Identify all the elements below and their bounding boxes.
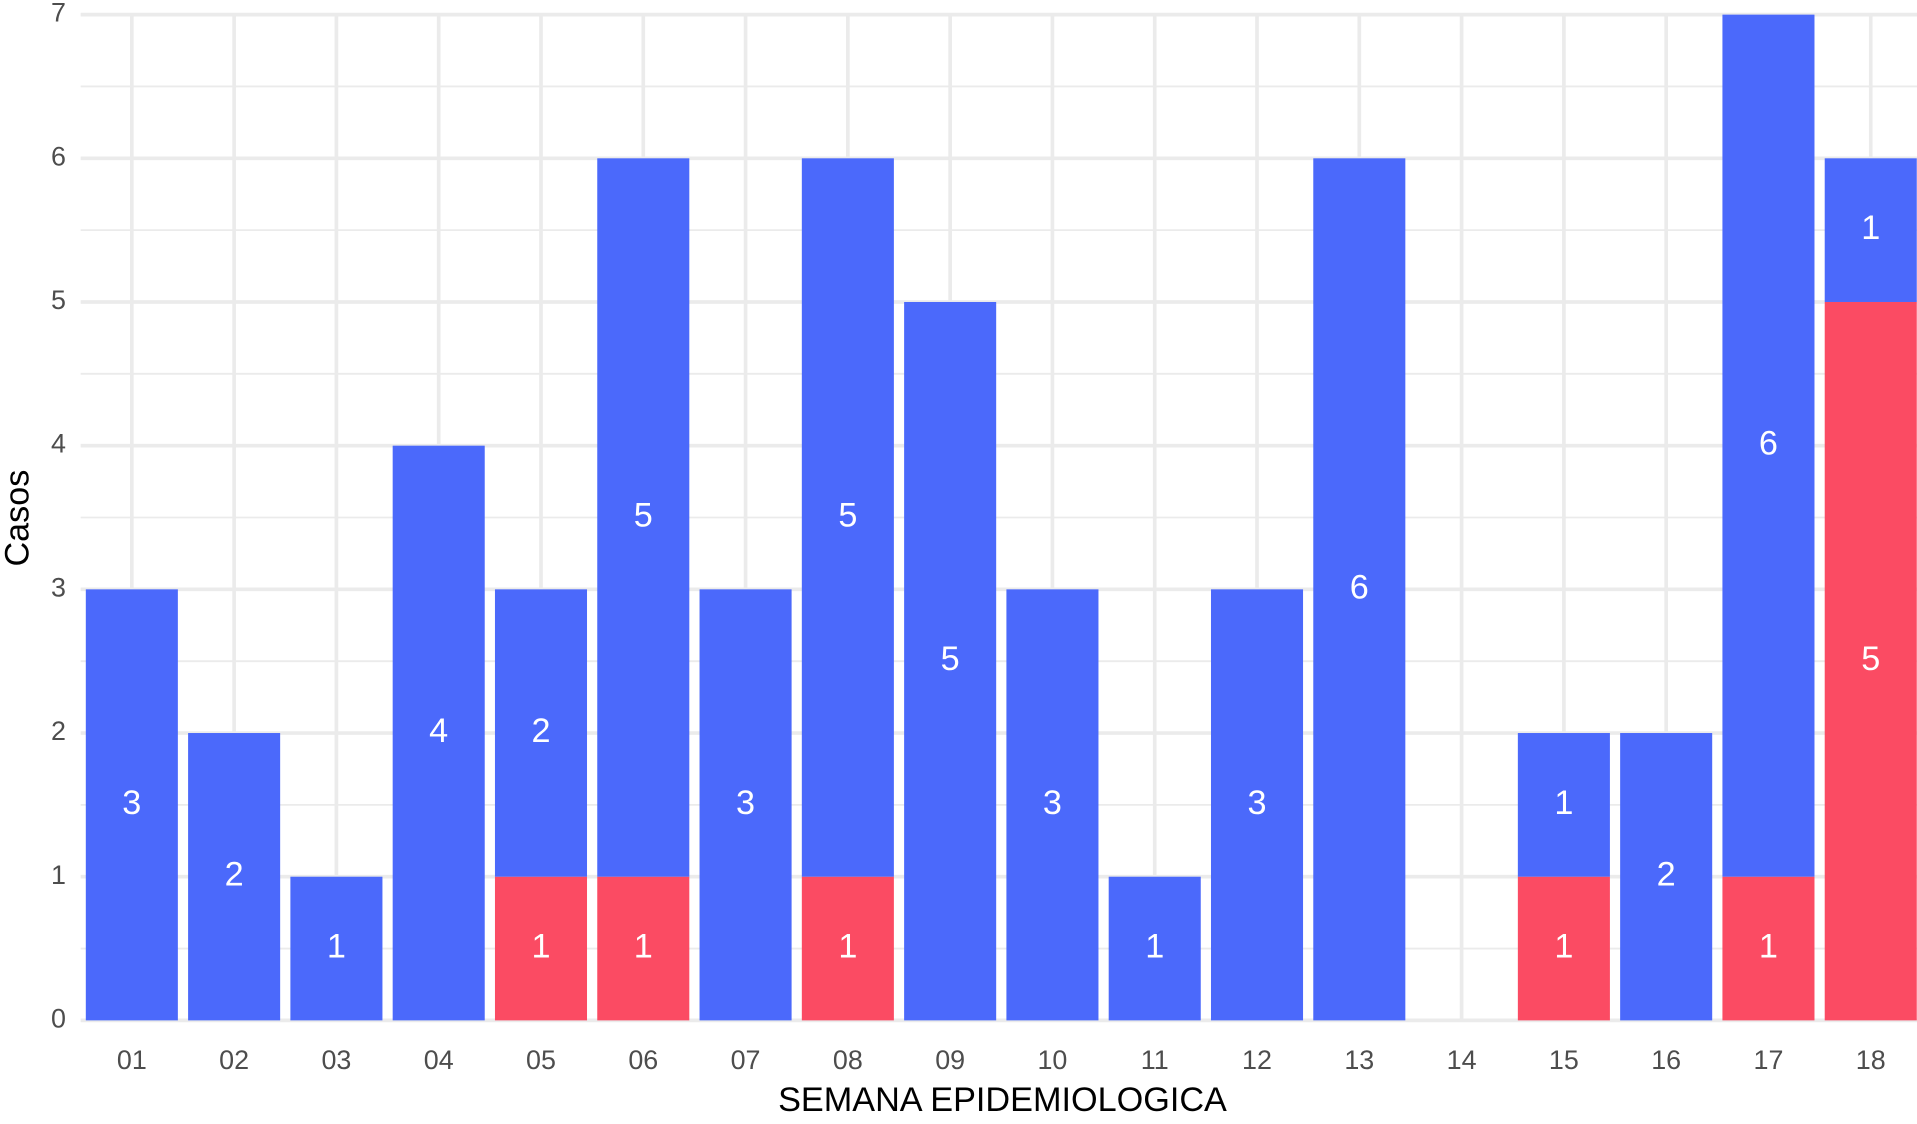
bar-segment [1722, 14, 1815, 877]
y-tick-label: 6 [51, 141, 66, 171]
value-label: 1 [1554, 928, 1573, 966]
value-label: 1 [1145, 928, 1164, 966]
bar-segment [392, 445, 485, 1021]
x-tick-label: 01 [117, 1045, 147, 1075]
y-tick-label: 5 [51, 285, 66, 315]
bar-segment [494, 589, 588, 877]
value-label: 6 [1350, 568, 1369, 606]
x-tick-label: 15 [1549, 1045, 1579, 1075]
y-tick-label: 0 [51, 1003, 66, 1033]
bar-segment [801, 876, 894, 1021]
bar-segment [597, 876, 690, 1021]
bar-segment [597, 158, 690, 877]
bar-segment [494, 876, 588, 1021]
value-label: 1 [1861, 209, 1880, 247]
x-tick-label: 08 [833, 1045, 863, 1075]
bar-segment [1517, 733, 1610, 877]
value-label: 1 [1554, 784, 1573, 822]
y-axis-title: Casos [0, 470, 37, 567]
x-tick-label: 03 [321, 1045, 351, 1075]
bar-segment [1108, 876, 1201, 1021]
bar-segment [1313, 158, 1406, 1021]
bar-segment [1824, 301, 1917, 1021]
value-label: 1 [1759, 928, 1778, 966]
value-label: 1 [327, 928, 346, 966]
x-tick-label: 18 [1856, 1045, 1886, 1075]
y-tick-label: 7 [51, 0, 66, 28]
y-tick-label: 1 [51, 860, 66, 890]
x-tick-label: 11 [1141, 1045, 1169, 1075]
bar-segment [188, 733, 281, 1021]
bar-segment [1824, 158, 1917, 302]
y-tick-label: 3 [51, 572, 66, 602]
bar-segment [290, 876, 383, 1021]
x-tick-label: 02 [219, 1045, 249, 1075]
x-tick-label: 16 [1651, 1045, 1681, 1075]
value-label: 3 [1043, 784, 1062, 822]
bar-segment [1210, 589, 1304, 1021]
bar-segment [85, 589, 178, 1021]
bar-segment [801, 158, 894, 877]
x-axis-title: SEMANA EPIDEMIOLOGICA [778, 1081, 1227, 1119]
value-label: 1 [634, 928, 653, 966]
value-label: 1 [531, 928, 550, 966]
x-tick-label: 14 [1447, 1045, 1477, 1075]
bar-segment [1722, 876, 1815, 1021]
x-tick-label: 10 [1037, 1045, 1067, 1075]
y-tick-label: 4 [51, 429, 66, 459]
value-label: 1 [838, 928, 857, 966]
value-label: 2 [531, 712, 550, 750]
value-label: 5 [1861, 640, 1880, 678]
bar-segment [1006, 589, 1099, 1021]
x-tick-label: 06 [628, 1045, 658, 1075]
x-tick-label: 09 [935, 1045, 965, 1075]
value-label: 3 [122, 784, 141, 822]
x-tick-label: 07 [731, 1045, 761, 1075]
value-label: 2 [1657, 856, 1676, 894]
value-label: 5 [634, 497, 653, 535]
bar-segment [904, 301, 997, 1021]
x-tick-label: 05 [526, 1045, 556, 1075]
value-label: 4 [429, 712, 448, 750]
bar-segment [699, 589, 792, 1021]
x-tick-label: 13 [1344, 1045, 1374, 1075]
value-label: 3 [1247, 784, 1266, 822]
value-label: 6 [1759, 425, 1778, 463]
value-label: 5 [941, 640, 960, 678]
bar-segment [1517, 876, 1610, 1021]
value-label: 3 [736, 784, 755, 822]
x-tick-label: 17 [1754, 1045, 1784, 1075]
value-label: 2 [225, 856, 244, 894]
bar-segment [1620, 733, 1713, 1021]
value-label: 5 [838, 497, 857, 535]
x-tick-label: 12 [1242, 1045, 1272, 1075]
x-tick-label: 04 [424, 1045, 454, 1075]
y-tick-label: 2 [51, 716, 66, 746]
